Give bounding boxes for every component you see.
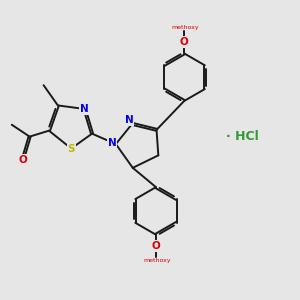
Text: O: O	[152, 241, 160, 251]
Text: N: N	[125, 115, 134, 125]
Text: O: O	[18, 154, 27, 164]
Text: S: S	[68, 143, 75, 154]
Text: methoxy: methoxy	[144, 258, 171, 263]
Text: methoxy: methoxy	[172, 25, 200, 30]
Text: N: N	[108, 138, 117, 148]
Text: · HCl: · HCl	[226, 130, 259, 143]
Text: N: N	[80, 104, 89, 114]
Text: O: O	[180, 37, 189, 47]
